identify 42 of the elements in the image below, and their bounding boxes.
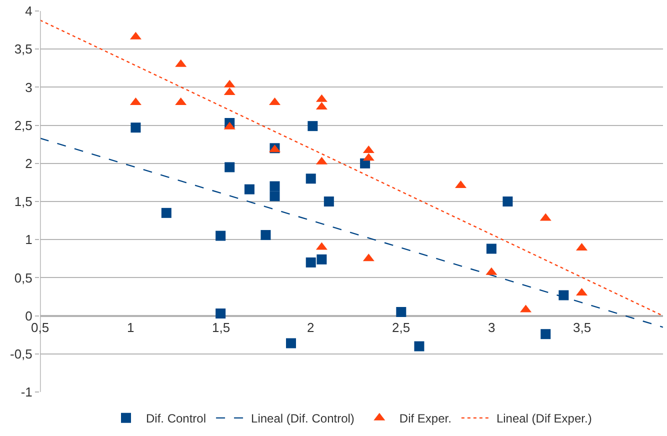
x-tick-label: 2,5: [392, 320, 410, 335]
point: [308, 121, 318, 132]
y-tick-label: 1,5: [14, 194, 32, 210]
y-tick-label: 0: [25, 308, 32, 324]
x-tick-label: 3: [488, 320, 496, 335]
x-tick-label: 3,5: [573, 320, 592, 335]
y-tick-label: 2: [25, 156, 32, 171]
x-tick-label: 1: [127, 320, 134, 335]
y-tick-label: -0,5: [10, 346, 32, 362]
point: [244, 184, 254, 194]
y-tick-label: 0,5: [14, 270, 32, 286]
point: [414, 341, 424, 352]
x-tick-label: 2: [307, 320, 314, 335]
y-tick-label: 4: [25, 4, 32, 19]
y-tick-label: 3,5: [14, 42, 32, 57]
point: [260, 230, 271, 240]
point: [486, 244, 496, 254]
point: [270, 181, 280, 192]
point: [270, 191, 280, 202]
point: [216, 230, 226, 241]
point: [324, 196, 334, 206]
point: [130, 122, 141, 133]
point: [216, 308, 226, 319]
point: [540, 329, 551, 340]
x-tick-label: 1,5: [212, 320, 230, 335]
point: [286, 338, 296, 348]
point: [396, 306, 406, 317]
legend-label: Lineal (Dif Exper.): [496, 412, 592, 426]
legend-label: Dif Exper.: [399, 412, 452, 426]
point: [502, 196, 513, 206]
point: [306, 174, 316, 184]
point: [558, 290, 569, 300]
point: [224, 162, 235, 172]
point: [306, 257, 316, 268]
point: [316, 254, 327, 264]
y-tick-label: -1: [20, 384, 32, 400]
legend-label: Dif. Control: [146, 412, 206, 426]
y-tick-label: 1: [25, 232, 32, 248]
point: [161, 208, 172, 218]
y-tick-label: 3: [25, 80, 32, 95]
y-tick-label: 2,5: [14, 118, 32, 133]
legend-label: Lineal (Dif. Control): [251, 412, 354, 426]
